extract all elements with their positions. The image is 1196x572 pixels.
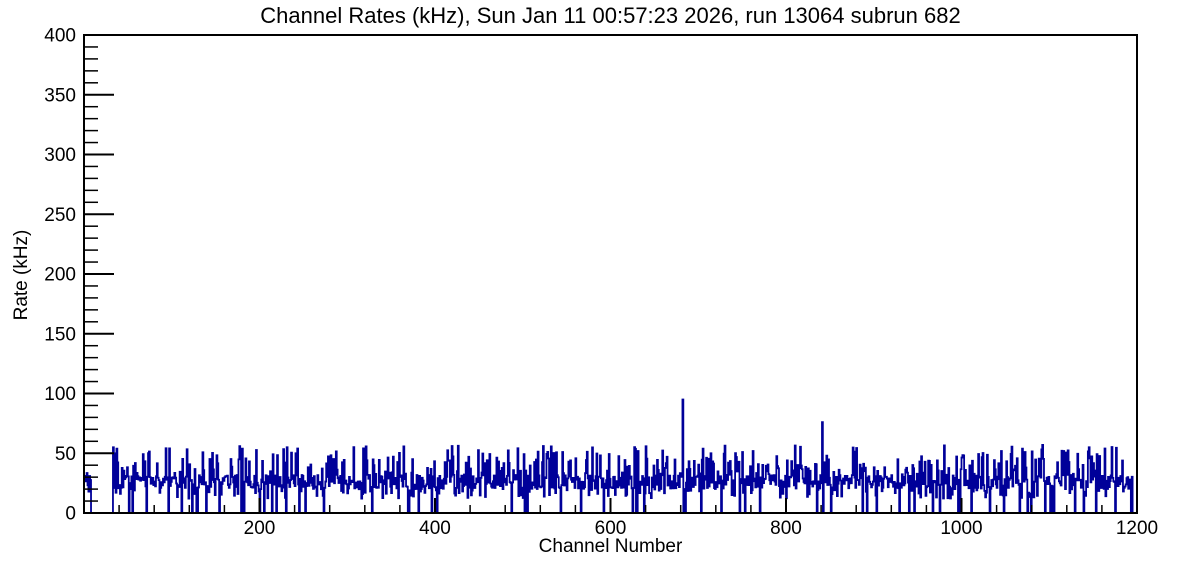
x-tick-label: 1200 [1116, 518, 1158, 539]
chart-title: Channel Rates (kHz), Sun Jan 11 00:57:23… [260, 3, 961, 28]
histogram-series [83, 398, 1137, 514]
x-tick-label: 1000 [940, 518, 982, 539]
y-tick-label: 400 [44, 26, 76, 47]
x-tick-label: 200 [244, 518, 276, 539]
x-tick-label: 600 [595, 518, 627, 539]
y-tick-label: 300 [44, 145, 76, 166]
x-tick-label: 400 [419, 518, 451, 539]
plot-frame [83, 34, 1138, 514]
y-tick-label: 50 [55, 444, 76, 465]
y-tick-label: 150 [44, 324, 76, 345]
y-tick-label: 100 [44, 384, 76, 405]
y-tick-label: 0 [65, 504, 76, 525]
y-tick-label: 250 [44, 205, 76, 226]
y-tick-label: 350 [44, 85, 76, 106]
x-tick-label: 800 [770, 518, 802, 539]
x-axis-title: Channel Number [538, 536, 683, 557]
y-tick-label: 200 [44, 265, 76, 286]
